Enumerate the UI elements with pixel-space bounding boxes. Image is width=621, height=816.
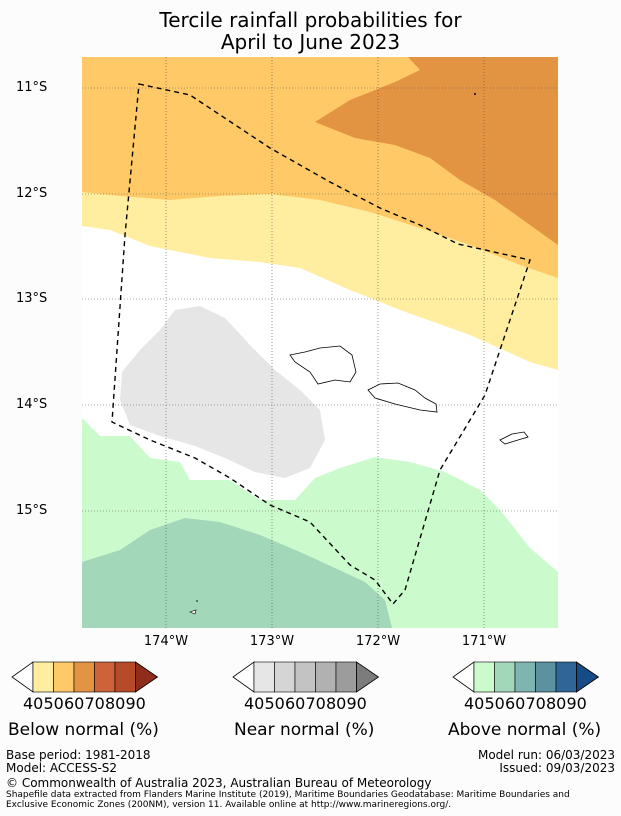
lon-label: 173°W xyxy=(249,634,295,649)
base-period: Base period: 1981-2018 xyxy=(6,748,151,762)
below-colorbar-segment xyxy=(114,661,136,693)
eez-boundary xyxy=(111,83,531,606)
map-title-line2: April to June 2023 xyxy=(220,30,401,54)
lon-label: 172°W xyxy=(355,634,401,649)
near-normal-region xyxy=(120,306,325,478)
tutuila-island-outline xyxy=(499,431,529,445)
below-normal-colorbar xyxy=(11,661,159,693)
shapefile-credit: Shapefile data extracted from Flanders M… xyxy=(6,790,570,810)
above-normal-label: Above normal (%) xyxy=(448,720,602,740)
near-normal-label: Near normal (%) xyxy=(234,720,375,740)
below-colorbar-tick-label: 40 xyxy=(23,694,44,713)
above-colorbar-tick-label: 60 xyxy=(505,694,526,713)
model-run: Model run: 06/03/2023 xyxy=(477,748,615,762)
small-island-marker xyxy=(196,600,198,602)
above-colorbar-max-extend xyxy=(576,661,600,693)
lat-label: 13°S xyxy=(16,291,48,306)
above-colorbar-segment xyxy=(514,661,536,693)
above-colorbar-tick-label: 90 xyxy=(566,694,587,713)
below-normal-70-region xyxy=(315,57,558,245)
above-colorbar-tick-label: 70 xyxy=(525,694,546,713)
lon-label: 171°W xyxy=(461,634,507,649)
near-colorbar-segment xyxy=(335,661,357,693)
above-colorbar-segment xyxy=(494,661,516,693)
above-colorbar-tick-label: 40 xyxy=(464,694,485,713)
near-colorbar-segment xyxy=(294,661,316,693)
issued-date: Issued: 09/03/2023 xyxy=(499,761,615,775)
lon-label: 174°W xyxy=(143,634,189,649)
lat-label: 12°S xyxy=(16,186,48,201)
near-normal-colorbar xyxy=(232,661,380,693)
near-colorbar-tick-label: 40 xyxy=(244,694,265,713)
near-colorbar-tick-label: 90 xyxy=(346,694,367,713)
below-normal-label: Below normal (%) xyxy=(8,720,159,740)
below-colorbar-segment xyxy=(73,661,95,693)
near-colorbar-segment xyxy=(253,661,275,693)
below-colorbar-min-extend xyxy=(11,661,34,693)
near-colorbar-max-extend xyxy=(356,661,380,693)
lat-label: 11°S xyxy=(16,80,48,95)
copyright: © Commonwealth of Australia 2023, Austra… xyxy=(6,776,432,790)
above-colorbar-tick-label: 80 xyxy=(546,694,567,713)
above-colorbar-min-extend xyxy=(452,661,475,693)
near-colorbar-tick-label: 50 xyxy=(264,694,285,713)
below-colorbar-tick-label: 70 xyxy=(84,694,105,713)
near-colorbar-min-extend xyxy=(232,661,255,693)
upolu-island-outline xyxy=(367,382,438,413)
shapefile-credit-line2: Exclusive Economic Zones (200NM), versio… xyxy=(6,800,452,810)
small-island-outline xyxy=(189,609,197,615)
shapefile-credit-line1: Shapefile data extracted from Flanders M… xyxy=(6,790,570,800)
near-colorbar-segment xyxy=(274,661,296,693)
above-normal-colorbar xyxy=(452,661,600,693)
savaii-island-outline xyxy=(289,345,357,385)
near-colorbar-segment xyxy=(315,661,337,693)
below-colorbar-segment xyxy=(94,661,116,693)
small-island-marker xyxy=(474,93,476,95)
above-normal-60-region xyxy=(82,518,392,628)
rainfall-map xyxy=(82,57,558,628)
above-colorbar-segment xyxy=(555,661,577,693)
below-colorbar-segment xyxy=(53,661,75,693)
below-colorbar-segment xyxy=(32,661,54,693)
lat-label: 15°S xyxy=(16,503,48,518)
above-colorbar-tick-label: 50 xyxy=(484,694,505,713)
below-colorbar-tick-label: 60 xyxy=(64,694,85,713)
below-colorbar-tick-label: 80 xyxy=(105,694,126,713)
below-colorbar-tick-label: 50 xyxy=(43,694,64,713)
near-colorbar-tick-label: 60 xyxy=(285,694,306,713)
below-colorbar-tick-label: 90 xyxy=(125,694,146,713)
below-colorbar-max-extend xyxy=(135,661,159,693)
model-name: Model: ACCESS-S2 xyxy=(6,761,118,775)
above-colorbar-segment xyxy=(473,661,495,693)
above-colorbar-segment xyxy=(535,661,557,693)
lat-label: 14°S xyxy=(16,397,48,412)
map-gridlines xyxy=(82,57,558,628)
map-title-line1: Tercile rainfall probabilities for xyxy=(159,8,462,32)
near-colorbar-tick-label: 80 xyxy=(326,694,347,713)
near-colorbar-tick-label: 70 xyxy=(305,694,326,713)
